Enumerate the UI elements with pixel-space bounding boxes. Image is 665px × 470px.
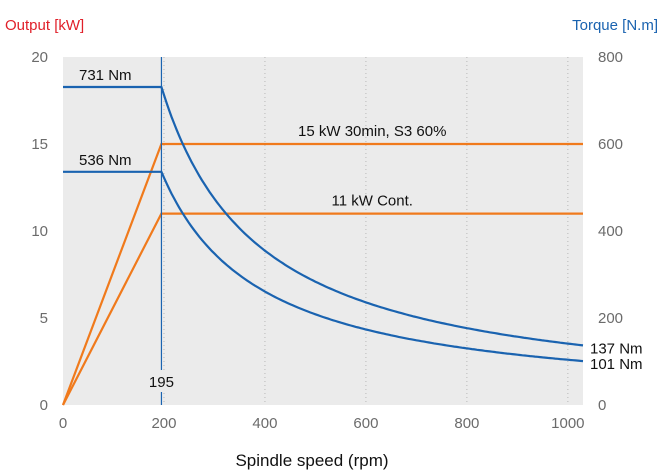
- annotation-label: 11 kW Cont.: [332, 193, 413, 210]
- x-tick-label: 0: [59, 415, 67, 432]
- right-tick-label: 200: [598, 310, 623, 327]
- right-tick-label: 0: [598, 397, 606, 414]
- right-tick-label: 400: [598, 223, 623, 240]
- right-axis-title: Torque [N.m]: [572, 17, 658, 34]
- x-tick-label: 800: [454, 415, 479, 432]
- annotation-label: 137 Nm: [590, 340, 643, 357]
- marker-label: 195: [149, 374, 174, 391]
- right-tick-label: 600: [598, 136, 623, 153]
- left-axis-title: Output [kW]: [5, 17, 84, 34]
- annotation-label: 536 Nm: [79, 152, 132, 169]
- x-tick-label: 400: [252, 415, 277, 432]
- left-tick-label: 15: [31, 136, 48, 153]
- marker-label-bg: [143, 370, 180, 392]
- left-tick-label: 5: [40, 310, 48, 327]
- annotation-label: 15 kW 30min, S3 60%: [298, 123, 446, 140]
- x-tick-label: 600: [353, 415, 378, 432]
- x-axis-title: Spindle speed (rpm): [235, 451, 388, 470]
- torque-line-3: [63, 170, 584, 363]
- left-tick-label: 20: [31, 49, 48, 66]
- right-tick-label: 800: [598, 49, 623, 66]
- torque-line-2: [63, 85, 584, 347]
- left-tick-label: 10: [31, 223, 48, 240]
- annotation-label: 731 Nm: [79, 67, 132, 84]
- x-tick-label: 200: [151, 415, 176, 432]
- x-tick-label: 1000: [551, 415, 584, 432]
- annotation-label: 101 Nm: [590, 356, 643, 373]
- plot-area: [63, 57, 583, 405]
- left-tick-label: 0: [40, 397, 48, 414]
